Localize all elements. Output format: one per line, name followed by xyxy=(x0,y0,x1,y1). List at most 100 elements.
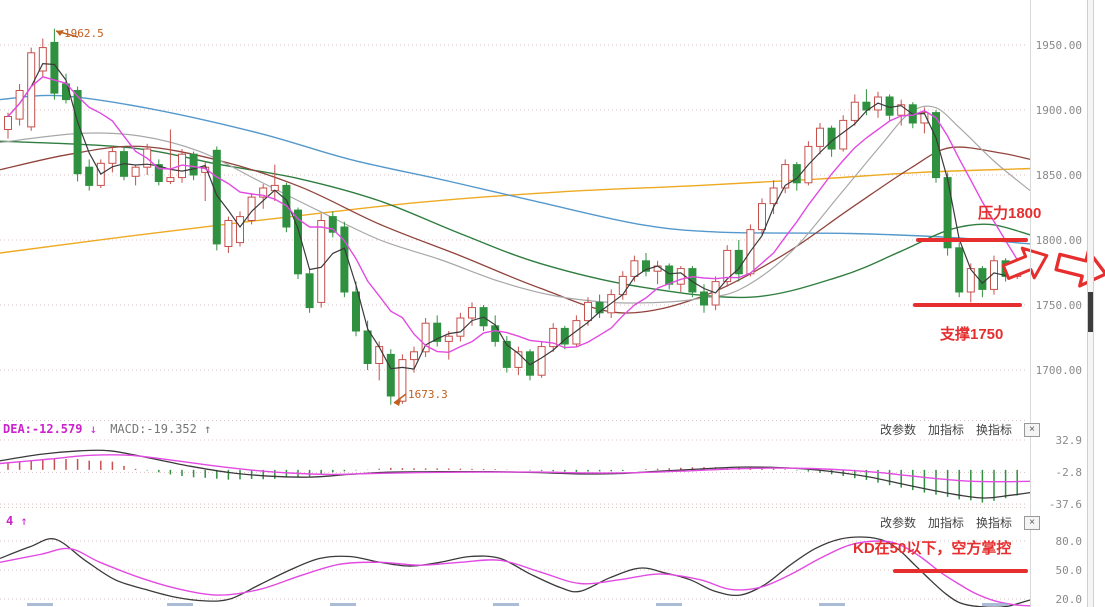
breakout-arrow-icon-2 xyxy=(1054,249,1105,288)
macd-tick-0: 32.9 xyxy=(1055,434,1083,447)
candle-body-14 xyxy=(166,177,175,183)
candle-body-16 xyxy=(189,153,198,176)
kd-button-2[interactable]: 加指标 xyxy=(928,516,965,530)
candle-body-62 xyxy=(723,249,732,283)
dea-line xyxy=(0,454,1031,483)
candle-body-33 xyxy=(386,353,395,397)
candle-body-36 xyxy=(421,322,430,353)
price-tick-1950: 1950.00 xyxy=(1035,39,1082,52)
price-tick-1900: 1900.00 xyxy=(1035,104,1082,117)
kd-annotation: KD在50以下，空方掌控 xyxy=(853,540,1012,557)
clipped-date-label-3 xyxy=(493,603,519,606)
candle-body-17 xyxy=(201,166,210,173)
macd-button-1[interactable]: 改参数 xyxy=(880,423,917,437)
candle-body-44 xyxy=(514,351,523,368)
macd-tick-1: -2.8 xyxy=(1055,466,1083,480)
candle-body-73 xyxy=(850,101,859,121)
kd-button-1[interactable]: 改参数 xyxy=(880,516,917,530)
low-arrowhead-icon xyxy=(394,399,401,406)
candle-body-13 xyxy=(154,164,163,183)
vertical-scrollbar-thumb[interactable] xyxy=(1088,292,1093,332)
candle-body-63 xyxy=(734,249,743,275)
candle-body-50 xyxy=(584,301,592,322)
candle-body-4 xyxy=(50,41,59,94)
candle-body-31 xyxy=(363,330,372,364)
kd-tick-1: 50.0 xyxy=(1055,564,1083,577)
macd-tick-2: -37.6 xyxy=(1048,497,1082,511)
candle-body-58 xyxy=(676,268,685,285)
candle-body-74 xyxy=(862,101,871,111)
ma-mid-line xyxy=(7,76,1018,354)
candle-body-82 xyxy=(955,247,964,293)
macd-button-3[interactable]: 换指标 xyxy=(976,423,1013,437)
support-line xyxy=(913,303,1022,307)
candle-body-9 xyxy=(108,151,117,164)
candle-body-67 xyxy=(781,164,790,189)
candle-body-45 xyxy=(526,351,534,376)
support-annotation: 支撑1750 xyxy=(940,326,1004,343)
candle-body-2 xyxy=(27,52,36,128)
macd-button-2[interactable]: 加指标 xyxy=(928,423,965,437)
candle-body-1 xyxy=(15,90,24,120)
clipped-date-label-4 xyxy=(656,603,682,606)
kd-header: 4 ↑ xyxy=(6,514,28,528)
macd-close-button[interactable]: × xyxy=(1024,422,1041,437)
kd-button-3[interactable]: 换指标 xyxy=(976,516,1013,530)
clipped-date-label-0 xyxy=(27,603,53,606)
macd-header: DEA:-12.579 ↓ MACD:-19.352 ↑ xyxy=(3,422,211,436)
ma-gray-line xyxy=(0,105,1031,304)
candle-body-37 xyxy=(433,322,442,342)
candle-body-19 xyxy=(224,220,233,247)
dif-line xyxy=(0,449,1031,499)
price-tick-1850: 1850.00 xyxy=(1035,169,1082,182)
candle-body-3 xyxy=(38,47,47,72)
low-price-label: 1673.3 xyxy=(408,388,448,401)
high-price-label: 1962.5 xyxy=(64,27,104,40)
candle-body-30 xyxy=(352,291,360,332)
kd-up-arrow-icon: ↑ xyxy=(20,514,28,528)
candle-body-7 xyxy=(85,166,94,186)
kd-value-label: 4 xyxy=(6,514,14,528)
dea-down-arrow-icon: ↓ xyxy=(89,422,97,436)
candle-body-54 xyxy=(630,260,639,277)
candle-body-38 xyxy=(444,335,453,342)
kd-50-line xyxy=(893,569,1028,573)
candle-body-6 xyxy=(73,90,82,175)
breakout-arrow-icon-1 xyxy=(1001,246,1049,280)
candle-body-79 xyxy=(920,112,929,124)
clipped-date-label-5 xyxy=(819,603,845,606)
candle-body-18 xyxy=(212,149,221,245)
low-arrow-icon xyxy=(393,393,407,404)
candle-body-49 xyxy=(572,320,581,345)
candle-body-60 xyxy=(700,291,708,306)
macd-toolbar: 改参数 加指标 换指标 × xyxy=(880,421,1041,438)
candle-body-66 xyxy=(769,187,778,205)
candle-body-80 xyxy=(932,112,940,179)
clipped-date-label-6 xyxy=(982,603,1008,606)
candle-body-22 xyxy=(259,187,268,198)
candle-body-35 xyxy=(410,351,418,361)
candle-body-28 xyxy=(328,216,337,233)
ma-maroon-line xyxy=(0,145,1031,314)
candle-body-84 xyxy=(978,268,987,290)
candle-body-51 xyxy=(595,301,604,314)
dea-value-label: DEA:-12.579 xyxy=(3,422,83,436)
candle-body-43 xyxy=(502,340,511,368)
candle-body-29 xyxy=(340,226,349,293)
candle-body-55 xyxy=(642,260,650,272)
candle-body-26 xyxy=(305,273,314,309)
candle-body-0 xyxy=(4,116,12,130)
candle-body-27 xyxy=(317,220,326,303)
resistance-annotation: 压力1800 xyxy=(978,205,1042,222)
kd-close-button[interactable]: × xyxy=(1024,515,1041,530)
kd-tick-2: 20.0 xyxy=(1055,593,1083,606)
high-arrowhead-icon xyxy=(56,30,64,36)
ma-orange-line xyxy=(0,167,1031,254)
clipped-date-label-1 xyxy=(167,603,193,606)
price-tick-1800: 1800.00 xyxy=(1035,234,1082,247)
kd-tick-0: 80.0 xyxy=(1055,535,1083,548)
candle-body-57 xyxy=(665,265,674,285)
candle-body-70 xyxy=(816,127,824,147)
